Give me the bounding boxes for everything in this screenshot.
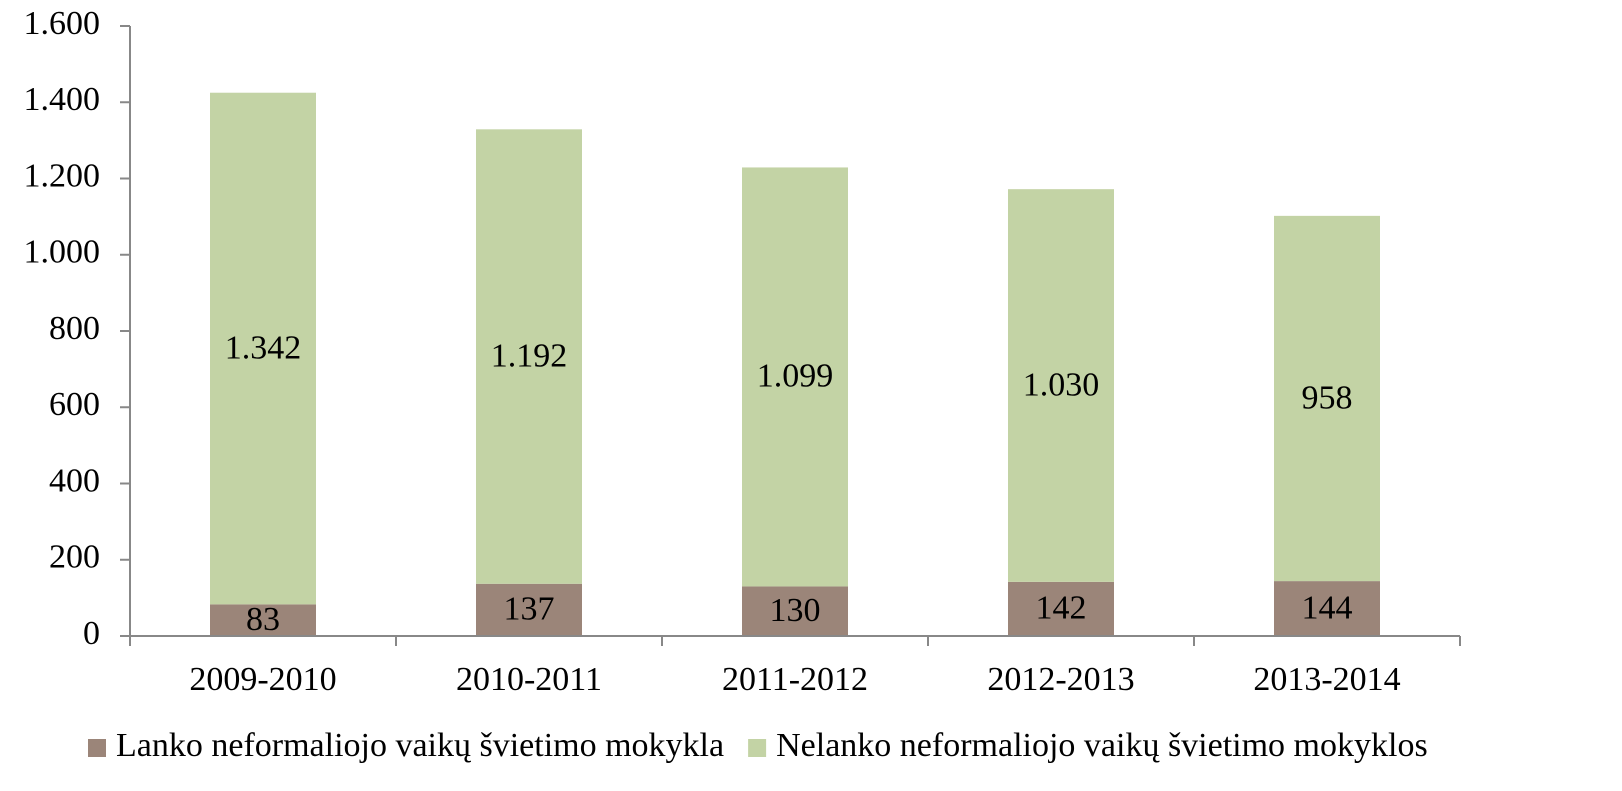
data-label: 1.192 [491, 337, 568, 374]
y-tick-label: 1.000 [24, 234, 101, 271]
x-tick-label: 2010-2011 [456, 661, 602, 698]
x-tick-label: 2011-2012 [722, 661, 868, 698]
data-label: 83 [246, 601, 280, 638]
bar-segment [742, 167, 848, 587]
bar-segment [210, 604, 316, 636]
legend-label: Lanko neformaliojo vaikų švietimo mokykl… [116, 727, 724, 764]
bar-segment [742, 586, 848, 636]
y-tick-label: 200 [49, 539, 100, 576]
y-tick-label: 0 [83, 615, 100, 652]
x-tick-label: 2009-2010 [189, 661, 336, 698]
bar-segment [210, 92, 316, 605]
y-tick-label: 800 [49, 310, 100, 347]
x-tick-label: 2012-2013 [987, 661, 1134, 698]
data-label: 137 [504, 591, 555, 628]
legend-label: Nelanko neformaliojo vaikų švietimo moky… [776, 727, 1428, 764]
data-label: 1.342 [225, 329, 302, 366]
data-label: 142 [1036, 590, 1087, 627]
y-tick-label: 1.200 [24, 157, 101, 194]
y-tick-label: 400 [49, 462, 100, 499]
data-label: 958 [1302, 379, 1353, 416]
bar-segment [476, 583, 582, 636]
legend-swatch [748, 739, 767, 757]
legend-swatch [88, 739, 106, 757]
bar-segment [1008, 581, 1114, 636]
y-tick-label: 600 [49, 386, 100, 423]
data-label: 130 [770, 592, 821, 629]
data-label: 1.099 [757, 358, 834, 395]
data-label: 144 [1302, 589, 1353, 626]
data-label: 1.030 [1023, 366, 1100, 403]
bar-segment [476, 129, 582, 584]
bar-segment [1274, 215, 1380, 582]
y-tick-label: 1.400 [24, 81, 101, 118]
x-tick-label: 2013-2014 [1253, 661, 1400, 698]
bar-segment [1008, 189, 1114, 582]
bar-segment [1274, 581, 1380, 636]
y-tick-label: 1.600 [24, 5, 101, 42]
